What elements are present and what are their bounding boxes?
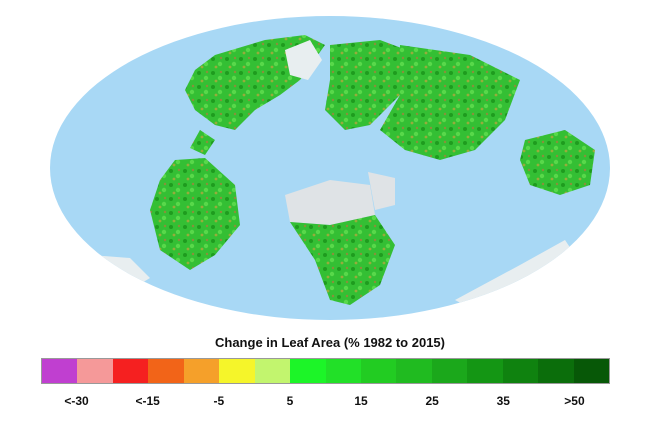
legend-swatch bbox=[360, 359, 397, 383]
legend-swatch bbox=[77, 359, 113, 383]
legend-swatch bbox=[290, 359, 326, 383]
legend-tick-label: 35 bbox=[496, 394, 510, 408]
legend-tick-label: 15 bbox=[354, 394, 368, 408]
legend-tick-label: -5 bbox=[213, 394, 225, 408]
world-map bbox=[50, 16, 610, 320]
legend-swatch bbox=[502, 359, 539, 383]
greenland bbox=[285, 40, 322, 80]
legend-title: Change in Leaf Area (% 1982 to 2015) bbox=[215, 335, 445, 350]
color-scale-bar bbox=[41, 358, 610, 384]
legend-swatch bbox=[431, 359, 468, 383]
australia bbox=[520, 130, 595, 195]
legend-tick-label: 5 bbox=[286, 394, 294, 408]
legend-swatch bbox=[42, 359, 78, 383]
legend-swatch bbox=[538, 359, 574, 383]
legend-swatch bbox=[573, 359, 609, 383]
legend-swatch bbox=[467, 359, 503, 383]
legend-swatch bbox=[183, 359, 220, 383]
europe bbox=[325, 40, 420, 130]
legend-swatch bbox=[396, 359, 432, 383]
south-america bbox=[150, 158, 240, 270]
legend-swatch bbox=[219, 359, 255, 383]
sahara-desert bbox=[285, 180, 375, 225]
legend-tick-label: >50 bbox=[564, 394, 585, 408]
legend-swatch bbox=[148, 359, 184, 383]
legend-swatch bbox=[254, 359, 291, 383]
central-america bbox=[190, 130, 215, 155]
asia bbox=[380, 45, 520, 160]
africa bbox=[290, 215, 395, 305]
legend-tick-label: 25 bbox=[425, 394, 439, 408]
legend-swatch bbox=[325, 359, 361, 383]
legend-tick-label: <-15 bbox=[135, 394, 160, 408]
antarctica-east bbox=[455, 240, 575, 308]
legend-swatch bbox=[112, 359, 149, 383]
arabian-desert bbox=[368, 172, 395, 210]
legend-tick-label: <-30 bbox=[64, 394, 89, 408]
